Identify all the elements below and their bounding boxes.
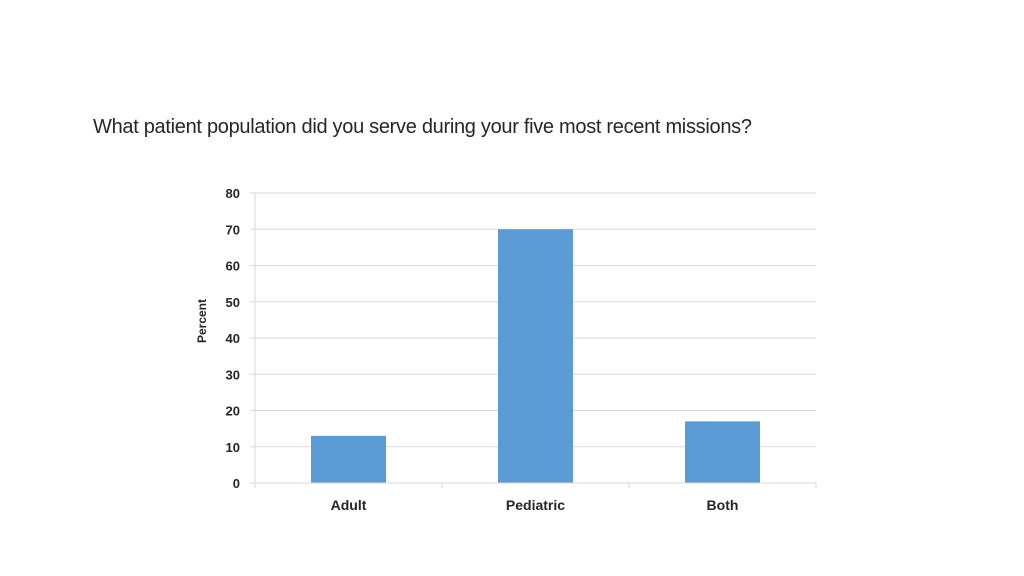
y-axis-tick-labels: 0 10 20 30 40 50 60 70 80 xyxy=(226,186,240,491)
axes xyxy=(254,193,817,488)
y-tick-label: 20 xyxy=(226,404,240,419)
y-tick-label: 80 xyxy=(226,186,240,201)
bars xyxy=(311,229,760,483)
y-tick-label: 40 xyxy=(226,331,240,346)
x-axis-category-labels: Adult Pediatric Both xyxy=(331,497,739,513)
y-tick-label: 10 xyxy=(226,440,240,455)
x-category-label: Both xyxy=(707,497,739,513)
x-category-label: Adult xyxy=(331,497,367,513)
bar-both xyxy=(685,421,760,483)
y-tick-label: 50 xyxy=(226,295,240,310)
bar-pediatric xyxy=(498,229,573,483)
y-tick-label: 0 xyxy=(233,476,240,491)
y-axis-label: Percent xyxy=(195,299,209,343)
y-tick-label: 70 xyxy=(226,222,240,237)
y-tick-label: 30 xyxy=(226,367,240,382)
bar-adult xyxy=(311,435,386,483)
x-category-label: Pediatric xyxy=(506,497,565,513)
y-tick-label: 60 xyxy=(226,259,240,274)
chart-title: What patient population did you serve du… xyxy=(93,116,752,138)
